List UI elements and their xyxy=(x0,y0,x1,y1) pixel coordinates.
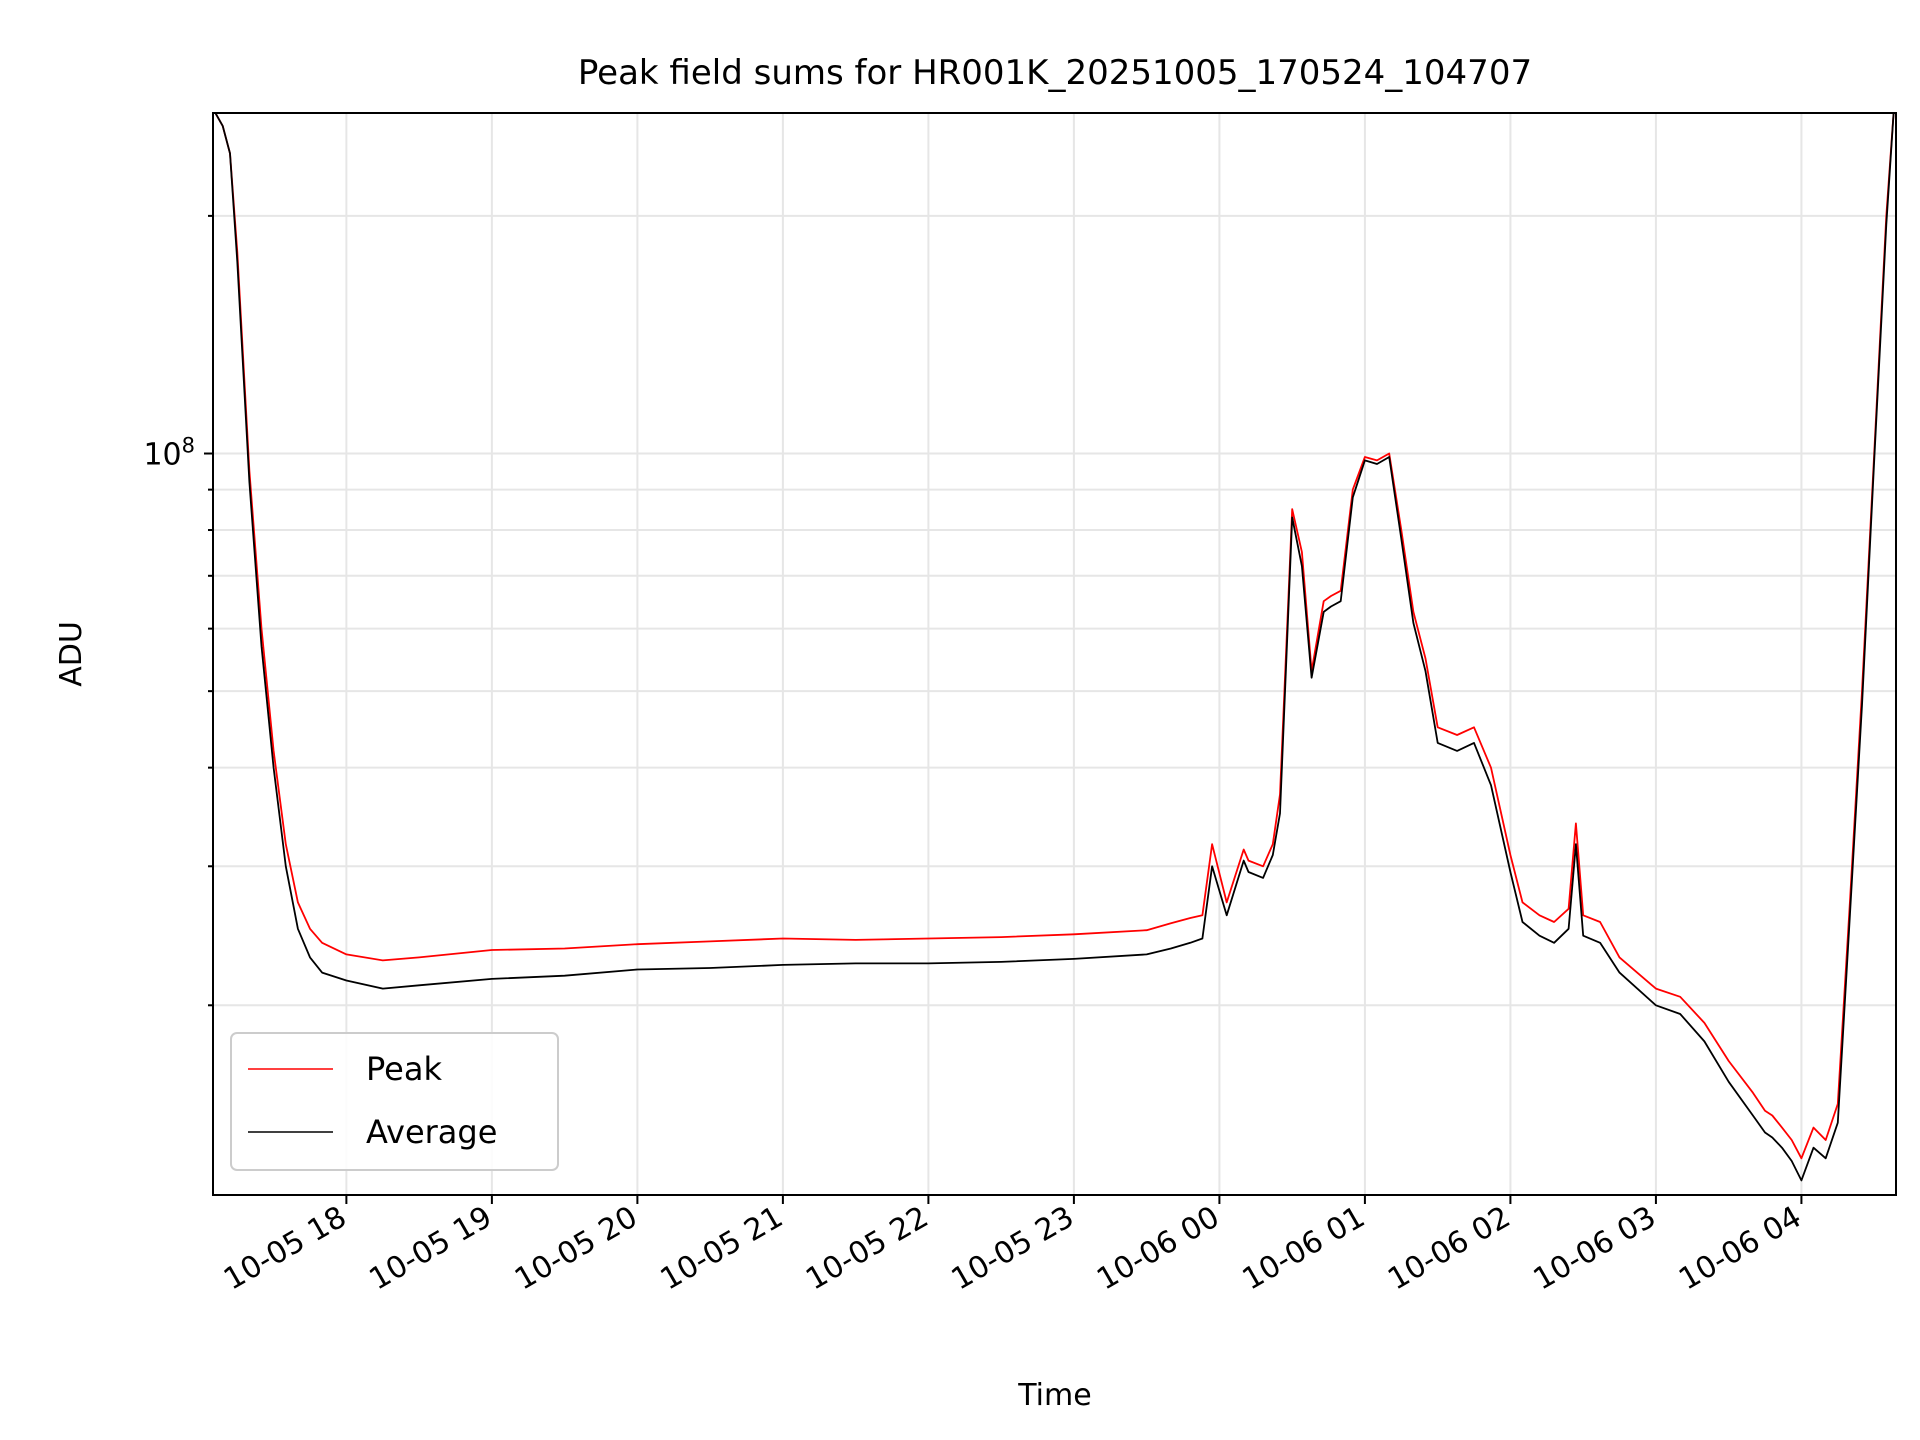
chart-title: Peak field sums for HR001K_20251005_1705… xyxy=(578,53,1532,93)
series-line-average xyxy=(214,113,1895,1182)
plot-frame xyxy=(212,112,1897,1196)
y-tick-label: 108 xyxy=(143,434,195,473)
series-line-peak xyxy=(214,113,1895,1160)
x-axis-label: Time xyxy=(1017,1378,1091,1413)
y-axis-label: ADU xyxy=(54,621,89,687)
legend: Peak Average xyxy=(230,1032,559,1171)
legend-box xyxy=(230,1032,559,1171)
legend-label-peak: Peak xyxy=(366,1050,442,1088)
series-lines xyxy=(214,113,1895,1182)
grid-lines xyxy=(213,113,1896,1195)
legend-label-average: Average xyxy=(366,1113,497,1151)
